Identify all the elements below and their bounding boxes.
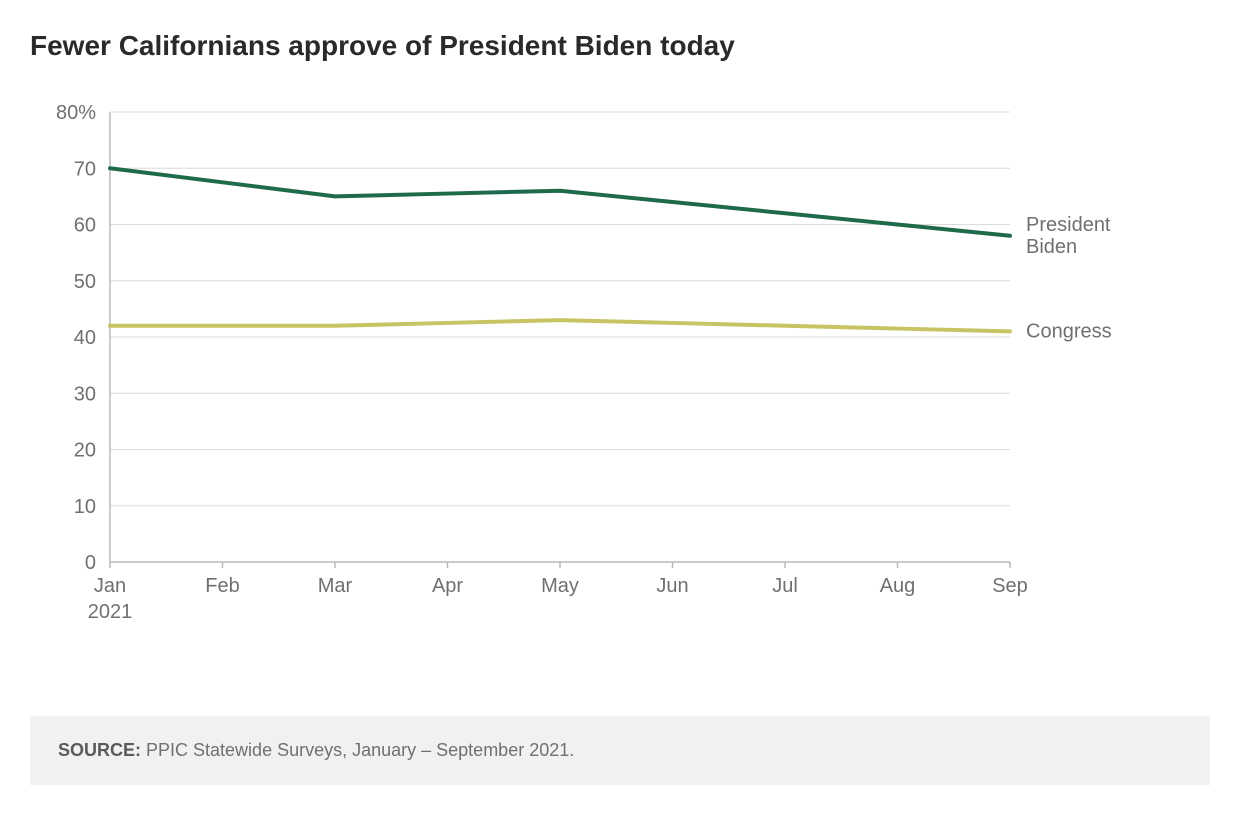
line-chart: 0 10 20 30 40 50 60 70 80% Jan 2021 Feb Mar Apr May Jun… [30,92,1210,652]
y-tick-label: 40 [74,327,96,349]
x-tick-label: Apr [432,575,463,597]
series-label: Congress [1026,320,1112,342]
y-tick-label: 10 [74,496,96,518]
y-tick-label: 30 [74,383,96,405]
y-tick-label: 80% [56,102,96,124]
series-label: President [1026,214,1111,236]
y-tick-label: 50 [74,271,96,293]
x-tick-sublabel: 2021 [88,601,133,623]
series-label: Biden [1026,236,1077,258]
x-tick-label: Aug [880,575,916,597]
series-line [110,168,1010,236]
y-tick-label: 60 [74,215,96,237]
x-tick-label: Jul [772,575,798,597]
x-tick-label: Sep [992,575,1028,597]
y-tick-label: 70 [74,158,96,180]
x-tick-label: Jun [656,575,688,597]
x-tick-label: Feb [205,575,239,597]
series-line [110,320,1010,331]
source-footer: SOURCE: PPIC Statewide Surveys, January … [30,716,1210,785]
source-label: SOURCE: [58,740,141,760]
source-text: PPIC Statewide Surveys, January – Septem… [141,740,574,760]
y-tick-label: 0 [85,552,96,574]
x-tick-label: Mar [318,575,353,597]
x-tick-label: May [541,575,579,597]
chart-container: 0 10 20 30 40 50 60 70 80% Jan 2021 Feb Mar Apr May Jun… [30,92,1210,692]
x-tick-label: Jan [94,575,126,597]
chart-title: Fewer Californians approve of President … [30,30,1210,62]
y-tick-label: 20 [74,440,96,462]
